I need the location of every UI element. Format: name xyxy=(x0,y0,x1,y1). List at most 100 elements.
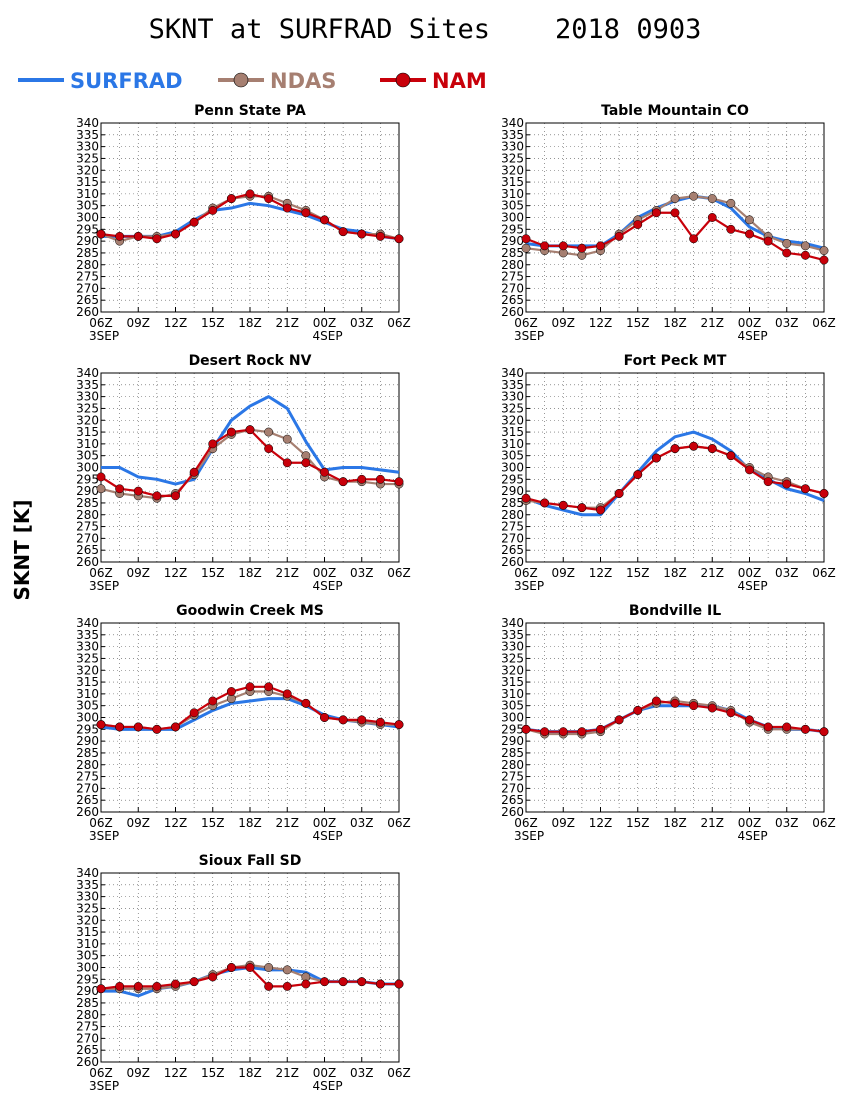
series-point-nam xyxy=(338,977,348,987)
series-point-nam xyxy=(707,213,717,222)
series-point-nam xyxy=(800,250,810,260)
series-line-ndas xyxy=(100,428,399,500)
series-point-nam xyxy=(96,472,106,482)
y-tick-label: 290 xyxy=(76,234,99,248)
y-tick-label: 265 xyxy=(76,543,99,557)
series-point-nam xyxy=(394,234,404,244)
x-tick-label: 03Z xyxy=(350,566,374,580)
y-tick-label: 305 xyxy=(76,949,99,963)
series-point-ndas xyxy=(264,963,274,972)
y-tick-label: 335 xyxy=(76,878,99,892)
y-tick-label: 280 xyxy=(501,758,524,772)
y-tick-label: 280 xyxy=(501,508,524,522)
y-tick-label: 265 xyxy=(76,793,99,807)
series-point-ndas xyxy=(745,215,754,225)
series-point-nam xyxy=(577,727,587,737)
y-tick-label: 280 xyxy=(501,258,524,272)
series-point-nam xyxy=(558,241,568,251)
series-point-nam xyxy=(226,194,236,204)
series-point-nam xyxy=(282,689,292,699)
y-tick-label: 285 xyxy=(501,496,524,510)
y-tick-label: 335 xyxy=(76,628,99,642)
series-point-ndas xyxy=(782,239,792,248)
x-date-label: 3SEP xyxy=(89,579,119,593)
series-point-nam xyxy=(596,724,605,734)
series-point-nam xyxy=(226,427,236,437)
series-point-nam xyxy=(301,698,311,708)
series-point-nam xyxy=(189,977,199,987)
x-tick-label: 15Z xyxy=(626,316,650,330)
series-point-nam xyxy=(133,981,143,991)
series-point-nam xyxy=(540,241,550,251)
panel-desert-rock-nv: Desert Rock NV26026527027528028529029530… xyxy=(76,353,411,593)
series-point-nam xyxy=(320,215,329,225)
y-tick-label: 310 xyxy=(76,687,99,701)
panel-title: Goodwin Creek MS xyxy=(176,603,324,619)
x-tick-label: 12Z xyxy=(164,566,188,580)
series-point-nam xyxy=(226,963,236,972)
series-point-nam xyxy=(596,505,605,515)
x-tick-label: 03Z xyxy=(775,566,799,580)
series-point-nam xyxy=(189,217,199,227)
x-tick-label: 06Z xyxy=(387,566,411,580)
series-point-ndas xyxy=(264,427,274,437)
panel-fort-peck-mt: Fort Peck MT2602652702752802852902953003… xyxy=(501,353,836,593)
x-tick-label: 03Z xyxy=(350,816,374,830)
y-tick-label: 330 xyxy=(76,890,99,904)
y-tick-label: 340 xyxy=(76,116,99,130)
x-tick-label: 12Z xyxy=(589,816,613,830)
x-tick-label: 15Z xyxy=(201,1066,225,1080)
x-tick-label: 06Z xyxy=(387,816,411,830)
y-tick-label: 295 xyxy=(76,222,99,236)
series-point-nam xyxy=(577,503,587,513)
y-tick-label: 275 xyxy=(501,520,524,534)
legend-label-surfrad: SURFRAD xyxy=(70,69,183,93)
y-tick-label: 310 xyxy=(76,187,99,201)
y-tick-label: 335 xyxy=(501,378,524,392)
y-tick-label: 285 xyxy=(76,996,99,1010)
x-tick-label: 09Z xyxy=(127,1066,151,1080)
series-point-nam xyxy=(152,724,162,734)
series-point-nam xyxy=(633,220,643,230)
y-tick-label: 270 xyxy=(76,531,99,545)
series-point-nam xyxy=(819,255,829,265)
y-tick-label: 265 xyxy=(501,543,524,557)
y-tick-label: 305 xyxy=(501,199,524,213)
y-tick-label: 310 xyxy=(76,437,99,451)
y-tick-label: 310 xyxy=(501,437,524,451)
series-point-nam xyxy=(800,724,810,734)
series-point-nam xyxy=(707,703,717,713)
series-point-nam xyxy=(115,484,125,494)
series-point-nam xyxy=(115,981,125,991)
series-point-nam xyxy=(301,979,311,989)
series-point-nam xyxy=(171,722,180,732)
y-tick-label: 325 xyxy=(76,151,99,165)
x-date-label: 3SEP xyxy=(514,829,544,843)
x-tick-label: 18Z xyxy=(238,816,262,830)
y-tick-label: 275 xyxy=(76,270,99,284)
y-tick-label: 340 xyxy=(76,366,99,380)
series-point-nam xyxy=(707,444,717,454)
y-tick-label: 280 xyxy=(76,1008,99,1022)
x-date-label: 3SEP xyxy=(514,579,544,593)
y-tick-label: 310 xyxy=(76,937,99,951)
series-point-nam xyxy=(540,727,550,737)
y-tick-label: 305 xyxy=(76,449,99,463)
y-tick-label: 270 xyxy=(76,781,99,795)
x-tick-label: 21Z xyxy=(701,316,725,330)
x-date-label: 3SEP xyxy=(89,329,119,343)
series-point-ndas xyxy=(819,246,829,256)
x-tick-label: 21Z xyxy=(276,1066,300,1080)
x-date-label: 3SEP xyxy=(89,1079,119,1093)
x-tick-label: 21Z xyxy=(276,816,300,830)
y-tick-label: 260 xyxy=(501,805,524,819)
series-point-nam xyxy=(614,231,624,241)
y-tick-label: 330 xyxy=(501,640,524,654)
y-tick-label: 310 xyxy=(501,687,524,701)
y-tick-label: 320 xyxy=(76,413,99,427)
y-tick-label: 295 xyxy=(501,722,524,736)
series-point-nam xyxy=(171,229,180,239)
y-tick-label: 300 xyxy=(76,461,99,475)
series-point-nam xyxy=(226,687,236,696)
